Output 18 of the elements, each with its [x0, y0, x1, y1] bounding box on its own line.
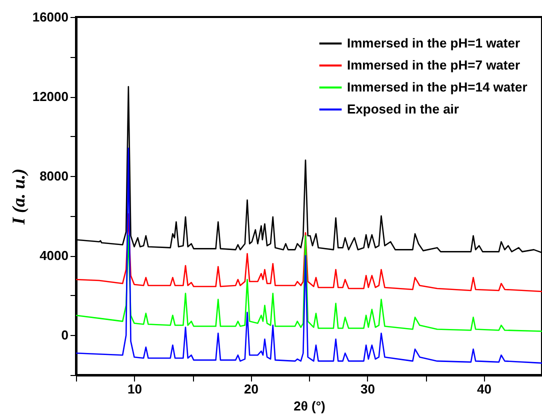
legend-label: Immersed in the pH=14 water	[347, 80, 528, 94]
legend-label: Immersed in the pH=7 water	[347, 58, 520, 72]
x-tick-label: 10	[128, 382, 142, 396]
x-axis-title: 2θ (°)	[294, 398, 326, 414]
y-tick-label: 12000	[32, 89, 68, 104]
x-tick-label: 20	[244, 382, 258, 396]
y-axis-title: I (a. u.)	[8, 168, 28, 226]
x-tick-label: 40	[477, 382, 492, 396]
y-tick-label: 16000	[32, 10, 68, 24]
y-tick-label: 8000	[40, 168, 68, 184]
line-series	[76, 148, 542, 364]
line-series	[76, 235, 542, 332]
legend-label: Immersed in the pH=1 water	[347, 36, 520, 50]
line-series	[76, 213, 542, 292]
legend-label: Exposed in the air	[347, 102, 459, 116]
x-tick-label: 30	[360, 382, 375, 396]
y-tick-label: 4000	[40, 248, 68, 264]
y-tick-label: 0	[61, 328, 68, 343]
